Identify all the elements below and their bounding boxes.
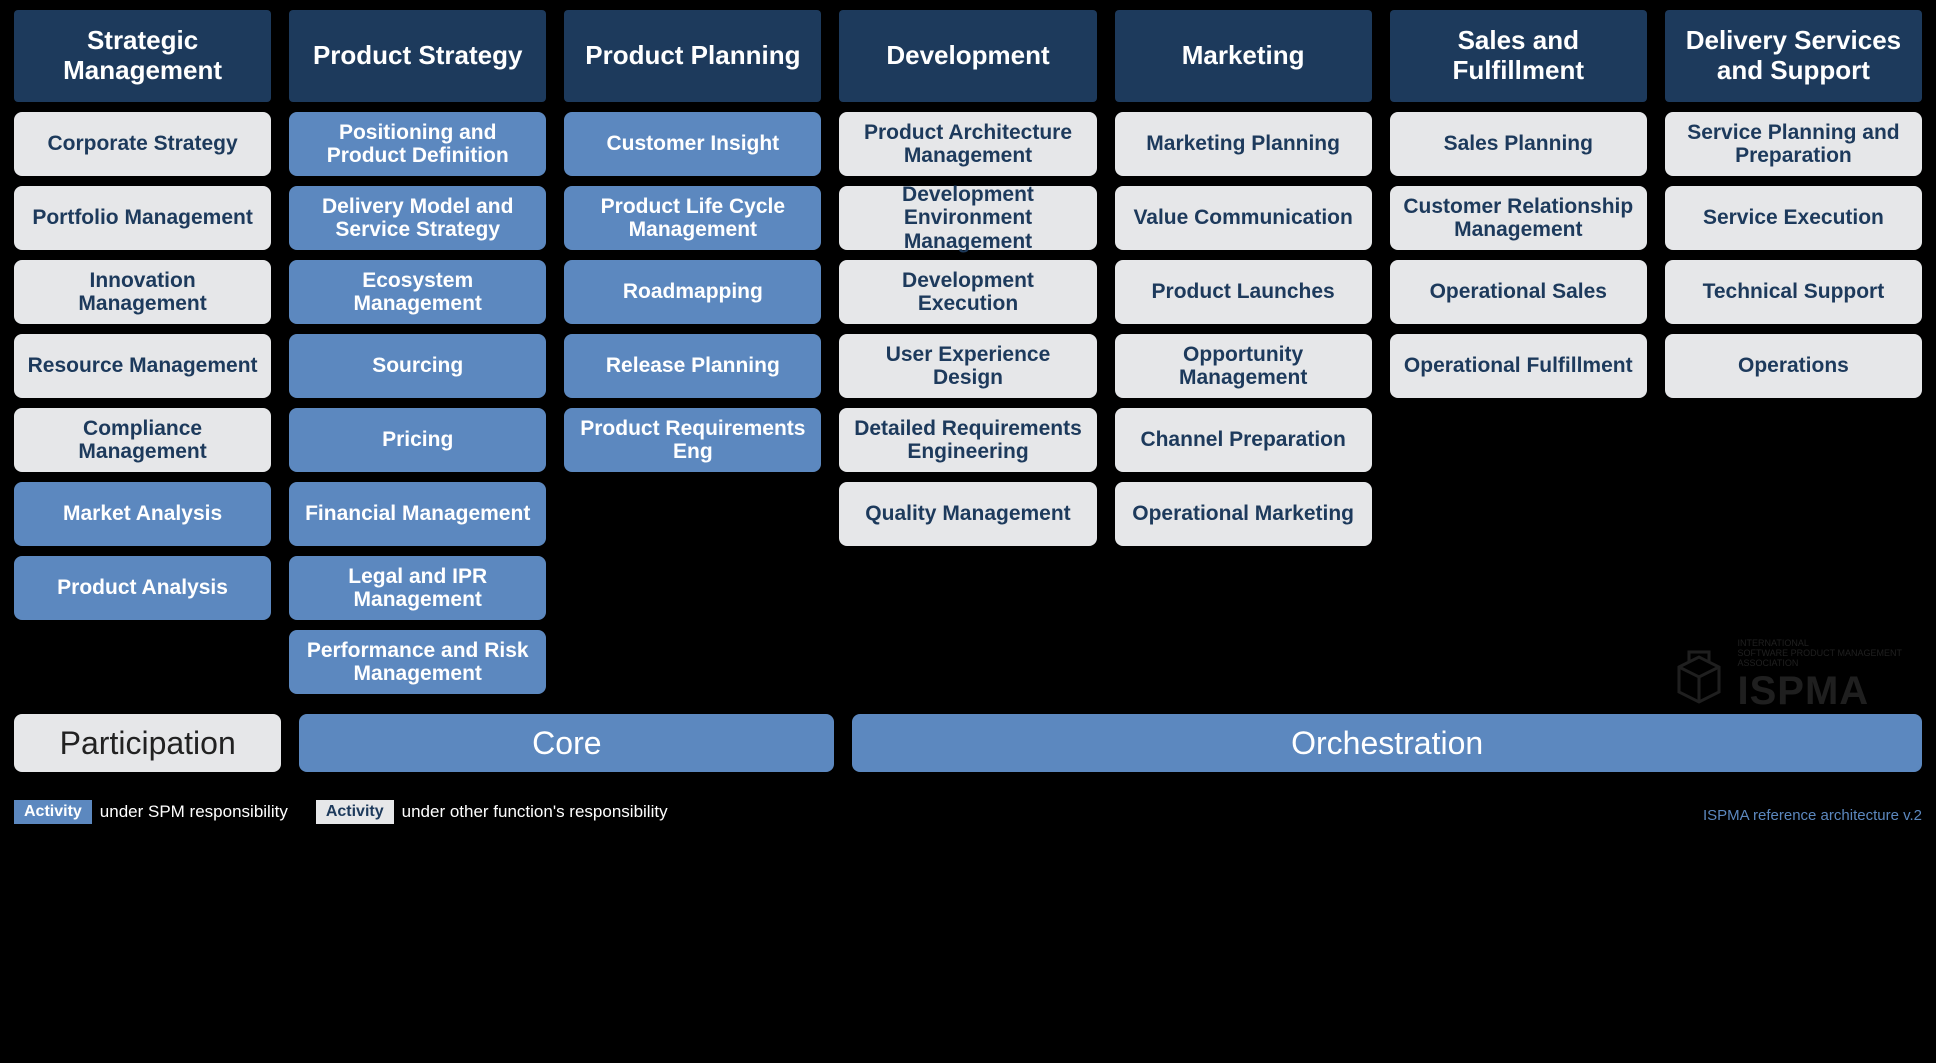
activity-cell: Delivery Model and Service Strategy [289, 186, 546, 250]
activity-cell: Value Communication [1115, 186, 1372, 250]
activity-cell: Marketing Planning [1115, 112, 1372, 176]
legend-item-spm: Activity under SPM responsibility [14, 800, 288, 824]
activity-cell: Development Execution [839, 260, 1096, 324]
group-label-core: Core [299, 714, 834, 772]
ispma-logo: International Software Product Managemen… [1669, 639, 1902, 714]
activity-cell: Quality Management [839, 482, 1096, 546]
activity-cell: Sourcing [289, 334, 546, 398]
legend-text-other: under other function's responsibility [402, 802, 668, 822]
activity-cell: Detailed Requirements Engineering [839, 408, 1096, 472]
bottom-group-row: Participation Core Orchestration [14, 714, 1922, 772]
column: Development Product Architecture Manageme… [839, 10, 1096, 694]
column-header: Sales and Fulfillment [1390, 10, 1647, 102]
logo-icon [1669, 647, 1729, 707]
activity-cell: Service Planning and Preparation [1665, 112, 1922, 176]
activity-cell: Financial Management [289, 482, 546, 546]
column-header: Development [839, 10, 1096, 102]
activity-cell: Product Life Cycle Management [564, 186, 821, 250]
activity-cell: Market Analysis [14, 482, 271, 546]
activity-cell: Performance and Risk Management [289, 630, 546, 694]
activity-cell: Resource Management [14, 334, 271, 398]
activity-cell: Corporate Strategy [14, 112, 271, 176]
activity-cell: Legal and IPR Management [289, 556, 546, 620]
column-header: Product Strategy [289, 10, 546, 102]
matrix-grid: Strategic Management Corporate Strategy Po… [14, 10, 1922, 694]
activity-cell: Ecosystem Management [289, 260, 546, 324]
activity-cell: Channel Preparation [1115, 408, 1372, 472]
activity-cell: Operations [1665, 334, 1922, 398]
activity-cell: Operational Marketing [1115, 482, 1372, 546]
column: Product Strategy Positioning and Product … [289, 10, 546, 694]
legend-text-spm: under SPM responsibility [100, 802, 288, 822]
legend-chip-grey: Activity [316, 800, 394, 824]
activity-cell: Innovation Management [14, 260, 271, 324]
group-label-participation: Participation [14, 714, 281, 772]
activity-cell: Operational Fulfillment [1390, 334, 1647, 398]
column: Sales and Fulfillment Sales Planning Custo… [1390, 10, 1647, 694]
activity-cell: Customer Relationship Management [1390, 186, 1647, 250]
activity-cell: Development Environment Management [839, 186, 1096, 250]
footer-attribution: ISPMA reference architecture v.2 [1703, 807, 1922, 824]
activity-cell: Positioning and Product Definition [289, 112, 546, 176]
activity-cell: Product Analysis [14, 556, 271, 620]
activity-cell: Roadmapping [564, 260, 821, 324]
activity-cell: Operational Sales [1390, 260, 1647, 324]
legend-chip-blue: Activity [14, 800, 92, 824]
column-header: Marketing [1115, 10, 1372, 102]
activity-cell: Customer Insight [564, 112, 821, 176]
activity-cell: Sales Planning [1390, 112, 1647, 176]
activity-cell: Service Execution [1665, 186, 1922, 250]
column: Marketing Marketing Planning Value Communi… [1115, 10, 1372, 694]
legend-item-other: Activity under other function's responsi… [316, 800, 668, 824]
diagram-container: Strategic Management Corporate Strategy Po… [14, 10, 1922, 824]
column-header: Delivery Services and Support [1665, 10, 1922, 102]
legend: Activity under SPM responsibility Activi… [14, 800, 1922, 824]
activity-cell: Opportunity Management [1115, 334, 1372, 398]
activity-cell: Portfolio Management [14, 186, 271, 250]
column: Strategic Management Corporate Strategy Po… [14, 10, 271, 694]
activity-cell: Release Planning [564, 334, 821, 398]
column-header: Strategic Management [14, 10, 271, 102]
activity-cell: User Experience Design [839, 334, 1096, 398]
logo-title: ISPMA [1737, 669, 1902, 714]
activity-cell: Pricing [289, 408, 546, 472]
activity-cell: Product Requirements Eng [564, 408, 821, 472]
activity-cell: Technical Support [1665, 260, 1922, 324]
group-label-orchestration: Orchestration [852, 714, 1922, 772]
logo-subtitle: International Software Product Managemen… [1737, 639, 1902, 669]
column: Product Planning Customer Insight Product … [564, 10, 821, 694]
activity-cell: Product Architecture Management [839, 112, 1096, 176]
column: Delivery Services and Support Service Pla… [1665, 10, 1922, 694]
activity-cell: Product Launches [1115, 260, 1372, 324]
activity-cell: Compliance Management [14, 408, 271, 472]
column-header: Product Planning [564, 10, 821, 102]
